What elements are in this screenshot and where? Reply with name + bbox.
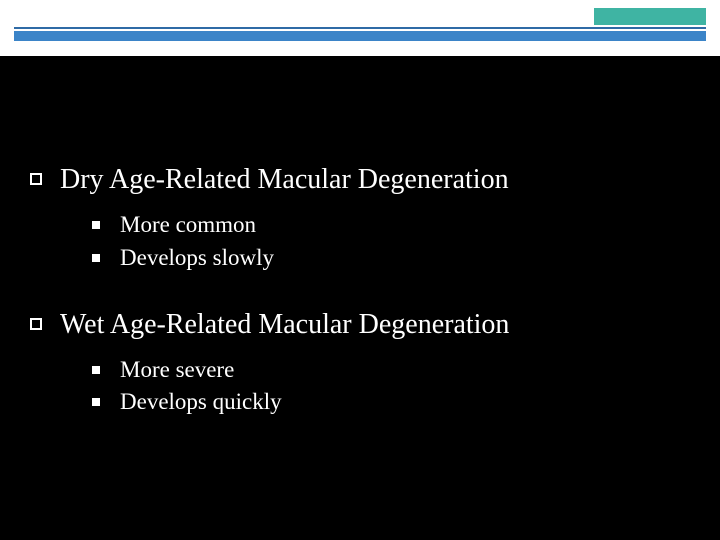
square-fill-icon bbox=[92, 398, 100, 406]
list-item-label: Develops quickly bbox=[120, 388, 282, 417]
sublist: More severe Develops quickly bbox=[92, 356, 690, 418]
accent-box bbox=[594, 8, 706, 25]
header-thick-line bbox=[14, 31, 706, 41]
list-item: More common bbox=[92, 211, 690, 240]
list-item-label: More common bbox=[120, 211, 256, 240]
square-outline-icon bbox=[30, 173, 42, 185]
list-item: Dry Age-Related Macular Degeneration bbox=[30, 162, 690, 197]
list-item: Develops quickly bbox=[92, 388, 690, 417]
square-fill-icon bbox=[92, 221, 100, 229]
list-item-label: Develops slowly bbox=[120, 244, 274, 273]
list-item-label: Wet Age-Related Macular Degeneration bbox=[60, 307, 509, 342]
header-thin-line bbox=[14, 27, 706, 29]
title-block: Two Forms of AMD bbox=[14, 80, 706, 139]
list-item: More severe bbox=[92, 356, 690, 385]
list-item-label: More severe bbox=[120, 356, 234, 385]
list-item: Wet Age-Related Macular Degeneration bbox=[30, 307, 690, 342]
square-fill-icon bbox=[92, 366, 100, 374]
square-outline-icon bbox=[30, 318, 42, 330]
list-item: Develops slowly bbox=[92, 244, 690, 273]
title-underline bbox=[14, 136, 706, 139]
list-item-label: Dry Age-Related Macular Degeneration bbox=[60, 162, 509, 197]
sublist: More common Develops slowly bbox=[92, 211, 690, 273]
square-fill-icon bbox=[92, 254, 100, 262]
header-bar bbox=[0, 0, 720, 56]
content-area: Dry Age-Related Macular Degeneration Mor… bbox=[30, 162, 690, 451]
slide-title: Two Forms of AMD bbox=[14, 80, 706, 132]
